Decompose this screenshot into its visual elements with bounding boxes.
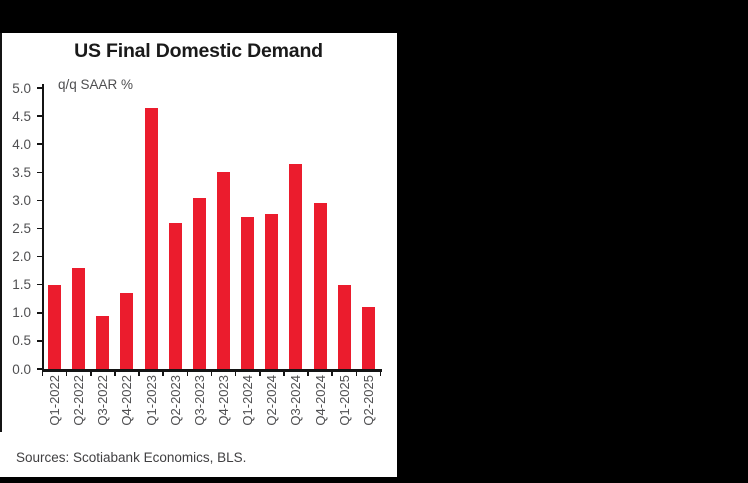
x-axis-tick [89, 371, 92, 376]
bar-Q3-2024 [289, 163, 303, 369]
y-axis-tick [37, 115, 42, 117]
top-black-bar [0, 0, 748, 33]
sources-note: Sources: Scotiabank Economics, BLS. [16, 450, 247, 465]
bar-Q3-2023 [192, 197, 206, 369]
left-edge-line [0, 33, 2, 432]
bar-Q2-2024 [265, 214, 279, 369]
x-axis-tick [258, 371, 261, 376]
bar-Q3-2022 [96, 315, 110, 369]
y-axis-tick [37, 340, 42, 342]
chart-panel: US Final Domestic Demand q/q SAAR % 0.0 0… [0, 33, 397, 477]
y-axis-tick [37, 171, 42, 174]
x-axis-line [42, 369, 382, 372]
x-axis-tick [283, 371, 285, 376]
bar-Q1-2024 [241, 217, 255, 369]
bar-Q4-2023 [217, 172, 231, 369]
x-axis-label-Q4-2022: Q4-2022 [119, 375, 135, 426]
bar-Q4-2022 [120, 293, 134, 369]
x-axis-label-Q4-2023: Q4-2023 [216, 375, 232, 426]
y-axis-tick [37, 227, 42, 230]
x-axis-label-Q2-2022: Q2-2022 [71, 375, 87, 426]
y-axis-tick-label: 4.5 [12, 108, 31, 124]
x-axis-tick [331, 371, 333, 376]
x-axis-label-Q1-2022: Q1-2022 [47, 375, 63, 426]
x-axis-tick [114, 371, 116, 376]
x-axis-label-Q1-2025: Q1-2025 [336, 375, 352, 426]
chart-title: US Final Domestic Demand [74, 40, 323, 62]
y-axis-tick-label: 0.0 [12, 361, 31, 377]
x-axis-label-Q3-2024: Q3-2024 [288, 375, 304, 426]
y-axis-line [42, 84, 44, 371]
y-axis-tick-label: 5.0 [12, 80, 31, 96]
x-axis-tick [234, 371, 237, 376]
x-axis-label-Q1-2024: Q1-2024 [240, 375, 256, 426]
x-axis-tick [186, 371, 189, 376]
bar-Q1-2022 [48, 284, 62, 369]
y-axis-tick-label: 3.0 [12, 192, 31, 208]
x-axis-tick [307, 371, 309, 376]
x-axis-label-Q3-2022: Q3-2022 [95, 375, 111, 426]
bar-Q1-2023 [144, 107, 158, 369]
bar-Q2-2023 [168, 222, 182, 369]
bar-Q4-2024 [313, 203, 327, 369]
x-axis-label-Q2-2025: Q2-2025 [360, 375, 376, 426]
y-axis-tick [37, 312, 42, 314]
x-axis-label-Q2-2024: Q2-2024 [264, 375, 280, 426]
x-axis-tick [41, 371, 44, 376]
y-axis-tick [37, 368, 42, 370]
x-axis-label-Q1-2023: Q1-2023 [143, 375, 159, 426]
y-axis-tick-label: 1.0 [12, 305, 31, 321]
y-axis-tick [37, 199, 42, 202]
x-axis-tick [355, 371, 358, 376]
y-axis-tick [37, 283, 42, 286]
x-axis-tick [210, 371, 213, 376]
y-axis-tick [37, 87, 42, 89]
bar-Q1-2025 [337, 284, 351, 369]
bar-Q2-2022 [72, 267, 86, 369]
y-axis-unit-label: q/q SAAR % [58, 77, 134, 92]
plot-area: 0.0 0.5 1.0 1.5 2.0 2.5 3.0 3.5 4.0 4.5 5.0 Q1-2022… [0, 33, 397, 477]
y-axis-tick-label: 2.5 [12, 221, 31, 236]
y-axis-tick-label: 4.0 [12, 136, 31, 152]
x-axis-tick [138, 371, 140, 376]
y-axis-tick-label: 0.5 [12, 333, 31, 349]
x-axis-label-Q4-2024: Q4-2024 [312, 375, 328, 426]
y-axis-tick-label: 2.0 [12, 249, 31, 265]
x-axis-tick [162, 371, 164, 376]
bar-Q2-2025 [361, 307, 375, 369]
x-axis-label-Q2-2023: Q2-2023 [167, 375, 183, 426]
x-axis-tick [379, 371, 382, 376]
x-axis-label-Q3-2023: Q3-2023 [191, 375, 207, 426]
y-axis-tick-label: 1.5 [12, 277, 31, 293]
y-axis-tick [37, 143, 42, 145]
y-axis-tick-label: 3.5 [12, 164, 31, 180]
y-axis-tick [37, 255, 42, 258]
x-axis-tick [65, 371, 68, 376]
